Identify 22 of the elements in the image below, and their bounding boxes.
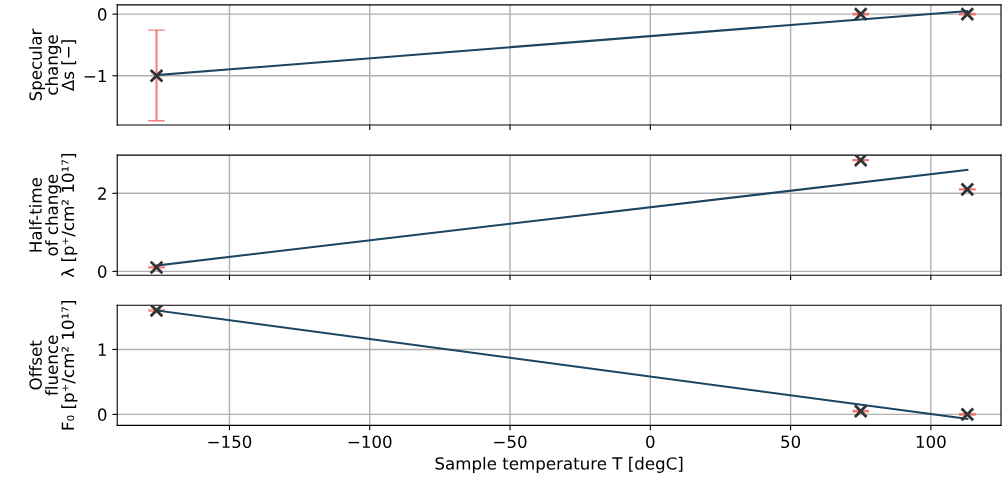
y-tick-label: 0 [98,265,107,278]
x-tick-label: 100 [916,435,946,449]
y-tick-label: 0 [98,8,107,21]
point [960,407,975,422]
point [149,305,164,318]
y-axis-title: Specular change Δs [−] [29,28,77,101]
point [853,155,868,168]
x-tick-label: 0 [646,435,655,449]
y-tick-label: 1 [98,343,106,356]
point [149,260,164,275]
point [853,403,868,419]
y-tick-label: 2 [98,187,106,200]
x-tick-label: −50 [494,435,527,449]
x-tick-label: −100 [348,435,392,449]
y-tick-label: 0 [98,408,107,421]
y-tick-label: −1 [84,69,106,83]
point [960,182,975,197]
x-axis-title: Sample temperature T [degC] [435,456,683,473]
x-tick-label: −150 [208,435,252,449]
y-axis-title: Half-time of change λ [p⁺/cm² 10¹⁷] [29,154,78,278]
x-tick-label: 50 [781,435,801,449]
y-axis-title: Offset fluence F₀ [p⁺/cm² 10¹⁷] [29,301,78,430]
